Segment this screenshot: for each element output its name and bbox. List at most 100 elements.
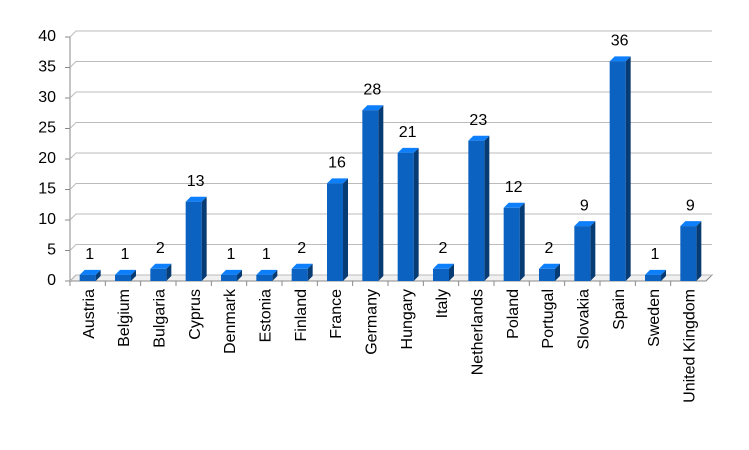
data-label: 2 <box>439 240 448 257</box>
x-tick-label: Bulgaria <box>152 289 169 348</box>
bar-top <box>221 269 242 275</box>
y-tick-label: 40 <box>38 28 56 45</box>
x-tick-label: Hungary <box>399 289 416 349</box>
grid-line <box>69 213 712 221</box>
bar <box>291 268 308 281</box>
data-label: 9 <box>686 197 695 214</box>
bar-side <box>237 269 242 281</box>
bar-top <box>150 263 172 269</box>
x-tick-label: Estonia <box>258 289 275 342</box>
x-tick-label: Portugal <box>540 289 557 349</box>
grid-line <box>69 122 712 129</box>
bar-top <box>609 56 631 62</box>
x-tick-label: United Kingdom <box>682 289 699 403</box>
bar-top <box>79 269 101 275</box>
grid-line <box>69 30 712 38</box>
x-tick-label: Finland <box>293 289 310 341</box>
bar <box>503 207 520 281</box>
bar-side <box>166 263 172 281</box>
data-label: 23 <box>469 112 487 129</box>
bar <box>609 61 626 282</box>
bar-top <box>574 221 596 227</box>
grid-line <box>69 61 712 68</box>
x-tick-label: Austria <box>81 289 98 339</box>
data-label: 16 <box>328 155 346 172</box>
bar-side <box>95 269 101 281</box>
data-label: 1 <box>85 246 94 263</box>
data-label: 1 <box>121 246 130 263</box>
bar <box>150 268 167 281</box>
y-tick-label: 30 <box>38 89 56 106</box>
x-tick-label: Belgium <box>116 289 133 347</box>
bar-top <box>362 105 384 111</box>
data-label: 2 <box>297 240 306 257</box>
x-tick-label: Italy <box>434 289 451 318</box>
bar-top <box>503 202 525 208</box>
bar-side <box>413 147 419 281</box>
bar <box>468 140 485 281</box>
data-label: 9 <box>580 197 589 214</box>
bar <box>680 226 697 281</box>
bar-side <box>590 221 596 281</box>
y-tick-label: 5 <box>47 242 56 259</box>
bar-top <box>468 135 490 141</box>
x-tick-label: Netherlands <box>470 289 487 375</box>
bar-top <box>539 263 560 269</box>
bar-side <box>484 135 490 281</box>
bar-top <box>115 269 136 275</box>
bar-side <box>696 221 702 281</box>
bar-side <box>378 105 384 281</box>
data-label: 2 <box>156 240 165 257</box>
bar-side <box>201 196 207 281</box>
bar-top <box>397 147 419 153</box>
data-label: 1 <box>227 246 236 263</box>
x-tick-label: France <box>328 289 345 339</box>
x-tick-label: Poland <box>505 289 522 339</box>
data-label: 1 <box>262 246 271 263</box>
grid-line <box>69 244 712 251</box>
x-tick-label: Cyprus <box>187 289 204 340</box>
grid-line <box>69 91 712 99</box>
data-label: 36 <box>611 33 629 50</box>
y-tick-label: 35 <box>38 59 56 76</box>
bar-top <box>256 269 278 275</box>
data-label: 28 <box>363 81 381 98</box>
bar-side <box>343 178 348 281</box>
bar-side <box>307 263 313 281</box>
bar <box>115 274 131 281</box>
y-tick-label: 0 <box>47 272 56 289</box>
bar-top <box>185 196 207 202</box>
bar-top <box>680 221 702 227</box>
data-label: 1 <box>651 246 660 263</box>
data-label: 21 <box>399 124 417 141</box>
bar-top <box>327 178 348 184</box>
y-tick-label: 25 <box>38 120 56 137</box>
x-tick-label: Sweden <box>646 289 663 347</box>
bar-side <box>272 269 278 281</box>
bar-side <box>625 56 631 282</box>
x-tick-label: Spain <box>611 289 628 330</box>
bar-top <box>291 263 313 269</box>
grid-line <box>69 183 712 190</box>
bar <box>574 226 591 281</box>
data-label: 2 <box>545 240 554 257</box>
data-label: 13 <box>187 173 205 190</box>
bar-top <box>645 269 666 275</box>
x-tick-label: Slovakia <box>576 289 593 350</box>
bar <box>327 183 343 281</box>
bar-side <box>449 263 454 281</box>
bar-side <box>131 269 136 281</box>
bar <box>539 268 555 281</box>
bar-side <box>519 202 525 281</box>
bar-side <box>555 263 560 281</box>
bar <box>362 110 379 281</box>
bar-top <box>433 263 454 269</box>
y-tick-label: 10 <box>38 211 56 228</box>
x-tick-label: Germany <box>364 289 381 355</box>
bar-side <box>661 269 666 281</box>
grid-line <box>69 274 712 282</box>
bar <box>397 152 414 281</box>
bar <box>433 268 449 281</box>
bar <box>256 274 273 281</box>
